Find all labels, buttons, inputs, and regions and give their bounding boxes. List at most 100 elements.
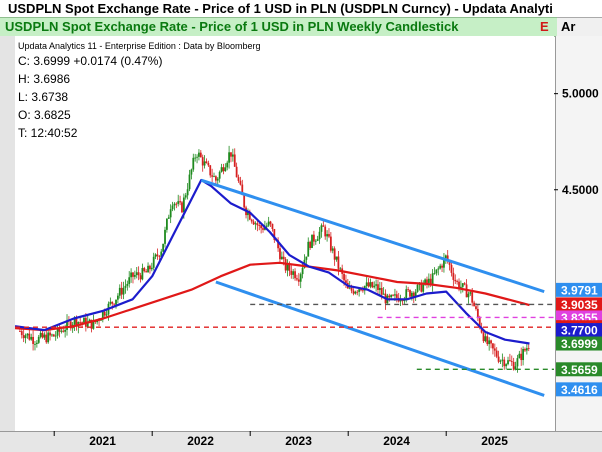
candle-body [137, 272, 140, 276]
candle-body [203, 161, 206, 166]
candle-body [177, 201, 180, 204]
price-tag-label-5: 3.6999 [561, 337, 598, 351]
candle-body [211, 175, 214, 177]
candle-body [471, 292, 474, 303]
candle-body [224, 167, 227, 172]
candle-body [343, 273, 345, 281]
candle-body [484, 336, 487, 342]
candle-body [213, 176, 215, 178]
plot-area[interactable] [15, 36, 554, 431]
candle-body [267, 221, 270, 226]
candle-body [215, 176, 217, 181]
close-readout: C: 3.6999 +0.0174 (0.47%) [18, 54, 163, 68]
candle-body [39, 332, 42, 337]
candle-body [524, 348, 526, 351]
candle-body [181, 202, 183, 213]
candle-body [192, 157, 195, 170]
candle-body [431, 273, 434, 286]
candle-body [262, 228, 264, 230]
candle-body [280, 256, 283, 260]
candle-body [118, 287, 121, 296]
x-tick-label: 2025 [481, 434, 508, 448]
candle-body [501, 359, 504, 361]
candle-body [514, 366, 517, 370]
candle-body [237, 177, 240, 181]
candle-body [450, 264, 453, 273]
candle-body [301, 267, 304, 275]
candle-body [324, 226, 327, 237]
candle-body [226, 162, 229, 168]
candle-body [286, 263, 289, 271]
candle-body [126, 283, 129, 286]
candle-body [79, 322, 82, 323]
candle-body [124, 285, 127, 288]
candle-body [371, 282, 374, 288]
candle-body [309, 241, 312, 248]
candle-body [182, 197, 185, 213]
candle-body [196, 156, 198, 158]
candle-body [345, 280, 347, 283]
candle-body [62, 330, 65, 332]
candle-body [73, 317, 76, 325]
candle-body [388, 295, 391, 298]
candle-body [467, 293, 470, 298]
candle-body [258, 225, 261, 227]
candle-body [83, 317, 85, 323]
candle-body [296, 278, 298, 280]
open-readout: O: 3.6825 [18, 108, 71, 122]
candle-body [35, 342, 38, 344]
candle-body [318, 231, 321, 240]
candle-body [458, 281, 460, 289]
candle-body [499, 360, 502, 362]
candle-body [399, 300, 402, 302]
time-axis[interactable] [0, 431, 602, 452]
candle-body [348, 287, 351, 289]
candle-body [452, 272, 455, 280]
candle-body [24, 335, 27, 339]
candle-body [478, 317, 481, 327]
candle-body [156, 254, 159, 257]
candle-body [512, 361, 515, 370]
candle-body [162, 243, 165, 252]
candle-body [250, 219, 253, 222]
price-tag-label-1: 3.9035 [561, 298, 598, 312]
candle-body [377, 284, 379, 290]
candle-body [456, 281, 459, 282]
right-header-label: Ar [561, 19, 576, 34]
candle-body [299, 274, 302, 282]
candle-body [66, 320, 68, 330]
candle-body [45, 334, 48, 343]
candle-body [333, 248, 336, 260]
price-tag-label-6: 3.5659 [561, 363, 598, 377]
y-tick-label: 4.5000 [562, 183, 599, 197]
candle-body [141, 268, 144, 280]
channel-upper-line [200, 178, 545, 294]
candle-body [405, 289, 408, 299]
candle-body [369, 282, 372, 287]
ma-slow-line [15, 261, 530, 332]
candle-body [507, 360, 509, 365]
candle-body [322, 225, 325, 227]
candle-body [354, 291, 357, 294]
candle-body [420, 282, 423, 292]
candle-body [516, 358, 519, 367]
candle-body [520, 353, 523, 361]
candle-body [510, 361, 513, 362]
ma-fast-line [15, 179, 530, 345]
candle-body [365, 282, 368, 286]
candle-body [248, 212, 251, 220]
candle-body [47, 332, 50, 343]
candle-body [130, 272, 132, 278]
subtitle-suffix: E [540, 19, 549, 34]
candle-body [133, 275, 136, 277]
chart-subtitle: USDPLN Spot Exchange Rate - Price of 1 U… [5, 19, 459, 34]
candle-body [356, 291, 359, 293]
candle-body [92, 320, 95, 329]
candle-body [392, 294, 394, 296]
candle-body [164, 229, 166, 244]
x-tick-label: 2023 [285, 434, 312, 448]
candle-body [311, 234, 313, 248]
candle-body [367, 282, 370, 287]
candle-body [241, 184, 244, 196]
candle-body [132, 272, 134, 277]
